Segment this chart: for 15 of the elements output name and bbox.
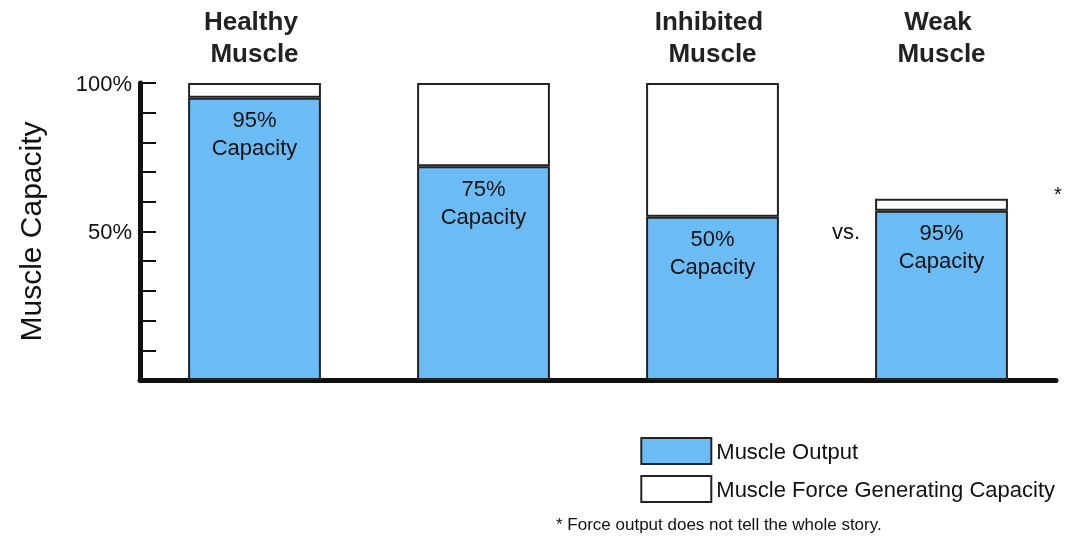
annotation: 95% Capacity (898, 220, 985, 274)
x-tick-label: Healthy Muscle (203, 6, 306, 68)
annotation: 75% Capacity (440, 175, 527, 229)
annotation: 50% Capacity (669, 226, 756, 280)
text: * Force output does not tell the whole story. (556, 515, 882, 534)
y-tick-label: 100% (75, 70, 132, 96)
legend-label: Muscle Force Generating Capacity (716, 476, 1055, 502)
annotation: 95% Capacity (211, 107, 298, 161)
x-tick-label: Weak Muscle (897, 6, 986, 68)
y-tick-label: 50% (87, 219, 132, 244)
x-tick-label: Inhibited Muscle (654, 6, 771, 68)
annotation: * (1054, 183, 1062, 205)
annotation: vs. (832, 218, 861, 244)
y-axis-title: Muscle Capacity (13, 121, 47, 342)
legend-label: Muscle Output (716, 438, 859, 464)
